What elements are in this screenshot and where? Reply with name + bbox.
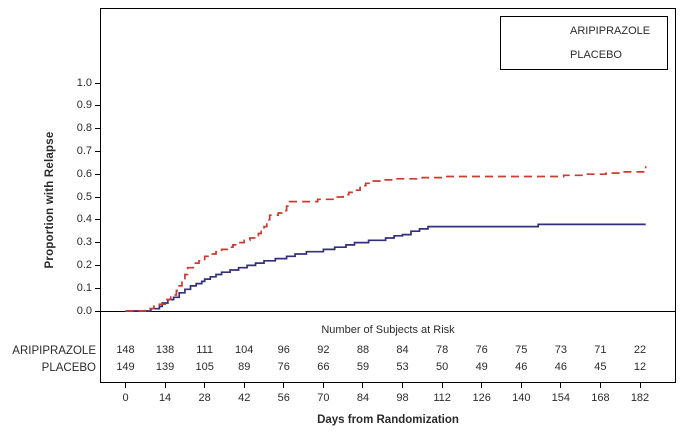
legend-label-placebo: PLACEBO	[570, 49, 622, 61]
at-risk-value: 96	[277, 344, 290, 356]
x-tick-mark	[204, 383, 206, 388]
at-risk-value: 22	[633, 344, 647, 356]
at-risk-row-label-placebo: PLACEBO	[41, 362, 96, 374]
y-tick-mark	[95, 105, 100, 107]
x-tick-mark	[639, 383, 641, 388]
legend-item-placebo: PLACEBO	[511, 47, 622, 63]
at-risk-value: 76	[475, 344, 488, 356]
at-risk-table-title: Number of Subjects at Risk	[321, 324, 455, 336]
x-axis-title: Days from Randomization	[317, 414, 459, 426]
legend-item-aripiprazole: ARIPIPRAZOLE	[511, 23, 650, 39]
y-tick-label: 0.1	[76, 281, 92, 294]
x-tick-label: 28	[198, 392, 211, 404]
at-risk-value: 53	[396, 361, 409, 373]
at-risk-value: 71	[594, 344, 607, 356]
x-tick-label: 56	[277, 392, 290, 404]
y-tick-label: 0.2	[76, 258, 92, 271]
x-tick-mark	[243, 383, 245, 388]
at-risk-value: 84	[396, 344, 409, 356]
x-tick-label: 14	[158, 392, 172, 404]
at-risk-value: 46	[515, 361, 528, 373]
x-tick-label: 42	[238, 392, 251, 404]
x-tick-label: 70	[317, 392, 330, 404]
at-risk-value: 73	[554, 344, 567, 356]
y-tick-label: 1.0	[76, 76, 92, 89]
at-risk-row-label-aripiprazole: ARIPIPRAZOLE	[12, 345, 96, 357]
y-tick-label: 0.9	[76, 99, 92, 112]
x-tick-mark	[125, 383, 126, 388]
at-risk-value: 89	[238, 361, 251, 373]
at-risk-value: 78	[435, 344, 449, 356]
y-tick-label: 0.4	[76, 213, 92, 226]
y-tick-mark	[95, 242, 100, 244]
x-tick-mark	[520, 383, 522, 388]
at-risk-value: 104	[235, 344, 254, 356]
y-tick-mark	[95, 310, 100, 312]
at-risk-value: 49	[475, 361, 488, 373]
y-tick-label: 0.5	[76, 190, 92, 203]
at-risk-value: 75	[515, 344, 528, 356]
x-tick-label: 168	[591, 392, 610, 404]
y-tick-mark	[95, 173, 100, 175]
at-risk-value: 139	[155, 361, 175, 373]
at-risk-value: 59	[356, 361, 370, 373]
x-tick-label: 126	[472, 392, 491, 404]
x-tick-mark	[362, 383, 364, 388]
at-risk-value: 149	[116, 361, 135, 373]
y-tick-label: 0.8	[76, 122, 92, 135]
legend: ARIPIPRAZOLE PLACEBO	[500, 16, 668, 70]
at-risk-value: 46	[554, 361, 567, 373]
x-axis-zero-line	[100, 311, 676, 312]
y-tick-label: 0.0	[76, 304, 92, 317]
at-risk-value: 148	[116, 344, 135, 356]
y-tick-mark	[95, 150, 100, 152]
at-risk-value: 138	[155, 344, 175, 356]
x-tick-label: 84	[356, 392, 370, 404]
placebo-curve	[125, 166, 647, 312]
at-risk-value: 50	[435, 361, 449, 373]
x-tick-label: 0	[122, 392, 129, 404]
x-tick-mark	[441, 383, 443, 388]
aripiprazole-curve	[125, 223, 646, 312]
x-tick-mark	[560, 383, 562, 388]
y-tick-label: 0.3	[76, 236, 92, 249]
x-tick-mark	[322, 383, 324, 388]
at-risk-value: 92	[317, 344, 330, 356]
x-tick-mark	[481, 383, 483, 388]
at-risk-value: 88	[356, 344, 370, 356]
at-risk-value: 66	[317, 361, 330, 373]
x-tick-mark	[599, 383, 601, 388]
x-tick-mark	[402, 383, 404, 388]
plot-frame	[100, 8, 676, 383]
at-risk-value: 111	[196, 344, 213, 356]
y-tick-mark	[95, 82, 100, 84]
y-tick-mark	[95, 219, 100, 221]
y-tick-mark	[95, 128, 100, 130]
y-tick-mark	[95, 264, 100, 266]
y-tick-label: 0.6	[76, 167, 92, 180]
x-tick-mark	[164, 383, 166, 388]
x-tick-label: 154	[551, 392, 571, 404]
y-tick-label: 0.7	[76, 144, 92, 157]
x-tick-label: 98	[396, 392, 409, 404]
x-tick-label: 112	[433, 392, 451, 404]
legend-label-aripiprazole: ARIPIPRAZOLE	[570, 25, 651, 37]
at-risk-value: 12	[633, 361, 647, 373]
y-tick-mark	[95, 196, 100, 198]
y-tick-mark	[95, 287, 100, 289]
x-tick-label: 182	[630, 392, 650, 404]
at-risk-value: 105	[195, 361, 214, 373]
x-tick-mark	[283, 383, 285, 388]
x-tick-label: 140	[512, 392, 531, 404]
at-risk-value: 76	[277, 361, 290, 373]
at-risk-value: 45	[594, 361, 607, 373]
